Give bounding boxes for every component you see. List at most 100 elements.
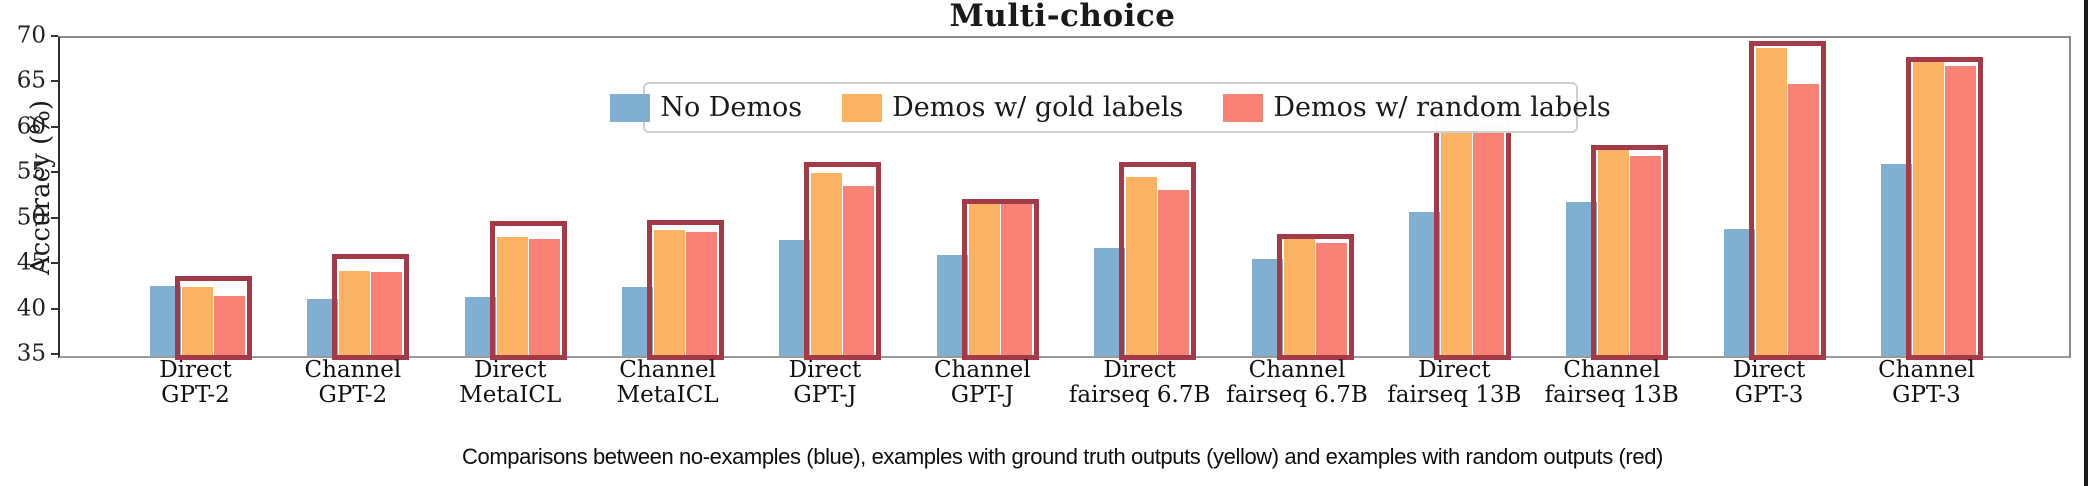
bar-gold-labels [1440, 111, 1472, 356]
chart-legend: No Demos Demos w/ gold labels Demos w/ ran… [610, 82, 1611, 133]
highlight-box [1748, 40, 1826, 360]
x-tick-line2: GPT-3 [1892, 382, 1961, 408]
x-tick-line1: Direct [159, 357, 232, 383]
x-tick-line2: MetaICL [459, 382, 562, 408]
bar-gold-labels [1755, 48, 1787, 356]
bar-gold-labels [339, 270, 371, 356]
legend-swatch-icon [842, 93, 883, 122]
y-tick-label-45: 45 [16, 249, 46, 276]
bar-group-direct-gpt-j [779, 38, 882, 360]
bar-group-direct-gpt-2 [150, 38, 252, 360]
y-tick-label-35: 35 [16, 340, 46, 367]
x-tick-line2: fairseq 13B [1387, 382, 1522, 408]
x-tick-line2: GPT-J [793, 382, 857, 408]
highlight-box [1433, 98, 1511, 360]
y-tick-mark [51, 80, 58, 83]
highlight-box [175, 276, 252, 360]
x-tick-label: Channel fairseq 13B [1502, 358, 1722, 408]
y-tick-label-50: 50 [16, 204, 46, 231]
y-tick-mark [51, 35, 58, 37]
y-tick-mark [51, 216, 58, 219]
bar-group-channel-gpt-j [936, 38, 1039, 360]
bar-gold-labels [496, 236, 528, 356]
x-tick-line2: fairseq 6.7B [1226, 382, 1368, 408]
legend-swatch-icon [1223, 93, 1264, 122]
x-tick-label: Channel GPT-3 [1816, 358, 2036, 408]
bar-random-labels [528, 238, 560, 356]
bar-random-labels [371, 271, 403, 356]
highlight-box [1591, 145, 1669, 360]
bar-gold-labels [1912, 61, 1944, 356]
legend-label: Demos w/ random labels [1273, 92, 1611, 123]
y-tick-label-55: 55 [16, 158, 46, 185]
x-tick-label: Direct fairseq 6.7B [1030, 358, 1250, 408]
legend-swatch-icon [610, 93, 651, 122]
highlight-box [1905, 57, 1983, 360]
x-tick-line2: MetaICL [616, 382, 719, 408]
bar-gold-labels [1598, 149, 1630, 356]
highlight-box [961, 198, 1039, 360]
bar-gold-labels [654, 229, 686, 356]
bar-random-labels [1944, 66, 1976, 356]
x-tick-line1: Direct [788, 357, 862, 383]
highlight-box [1119, 161, 1197, 360]
x-tick-line1: Channel [304, 357, 402, 383]
legend-item: Demos w/ random labels [1223, 92, 1611, 123]
bar-random-labels [214, 296, 245, 356]
bar-gold-labels [1126, 177, 1158, 356]
x-tick-label: Channel MetaICL [558, 358, 778, 408]
x-tick-line1: Channel [1563, 357, 1661, 383]
x-tick-label: Channel fairseq 6.7B [1187, 358, 1407, 408]
highlight-box [332, 254, 410, 360]
bar-group-direct-fairseq67b [1094, 38, 1197, 360]
x-tick-line1: Channel [1878, 357, 1975, 383]
bar-random-labels [1472, 122, 1504, 356]
window-right-border [2084, 0, 2088, 486]
x-tick-label: Direct GPT-2 [86, 358, 306, 408]
legend-label: No Demos [660, 92, 803, 123]
plot-area: No Demos Demos w/ gold labels Demos w/ ran… [58, 36, 2071, 360]
bar-group-direct-metaicl [464, 38, 567, 360]
chart-title: Multi-choice [949, 0, 1176, 34]
x-tick-label: Channel GPT-J [872, 358, 1092, 408]
x-tick-line1: Direct [473, 357, 547, 383]
x-tick-line1: Direct [1418, 357, 1491, 383]
x-tick-line2: GPT-3 [1734, 382, 1804, 408]
figure-caption: Comparisons between no-examples (blue), … [462, 444, 1663, 469]
bar-gold-labels [968, 203, 1000, 356]
bar-random-labels [1315, 243, 1347, 356]
x-tick-label: Direct fairseq 13B [1344, 358, 1564, 408]
x-tick-line1: Direct [1103, 357, 1176, 383]
y-tick-mark [51, 125, 58, 128]
x-tick-label: Direct GPT-3 [1659, 358, 1879, 408]
x-tick-label: Direct GPT-J [715, 358, 935, 408]
x-tick-line2: GPT-J [950, 382, 1014, 408]
x-tick-line2: fairseq 13B [1544, 382, 1679, 408]
bar-group-channel-fairseq13b [1566, 38, 1669, 360]
bar-group-channel-gpt-2 [307, 38, 410, 360]
y-tick-label-60: 60 [16, 113, 46, 140]
legend-item: No Demos [610, 92, 802, 123]
y-tick-mark [51, 262, 58, 265]
bar-random-labels [1630, 156, 1662, 356]
y-tick-mark [51, 171, 58, 174]
highlight-box [804, 161, 882, 360]
y-tick-mark [51, 307, 58, 310]
y-tick-label-65: 65 [16, 67, 46, 94]
x-tick-line2: GPT-2 [318, 382, 388, 408]
y-tick-mark [51, 353, 58, 355]
legend-item: Demos w/ gold labels [842, 92, 1183, 123]
highlight-box [489, 220, 567, 360]
highlight-box [647, 219, 725, 360]
bar-group-channel-metaicl [622, 38, 725, 360]
x-tick-line2: fairseq 6.7B [1068, 382, 1211, 408]
legend-label: Demos w/ gold labels [892, 92, 1184, 123]
bar-group-channel-fairseq67b [1251, 38, 1354, 360]
bar-gold-labels [811, 173, 843, 356]
x-tick-line1: Channel [619, 357, 716, 383]
x-tick-label: Channel GPT-2 [243, 358, 463, 408]
bar-gold-labels [182, 286, 213, 356]
x-tick-line1: Channel [933, 357, 1031, 383]
bar-random-labels [1787, 84, 1819, 356]
